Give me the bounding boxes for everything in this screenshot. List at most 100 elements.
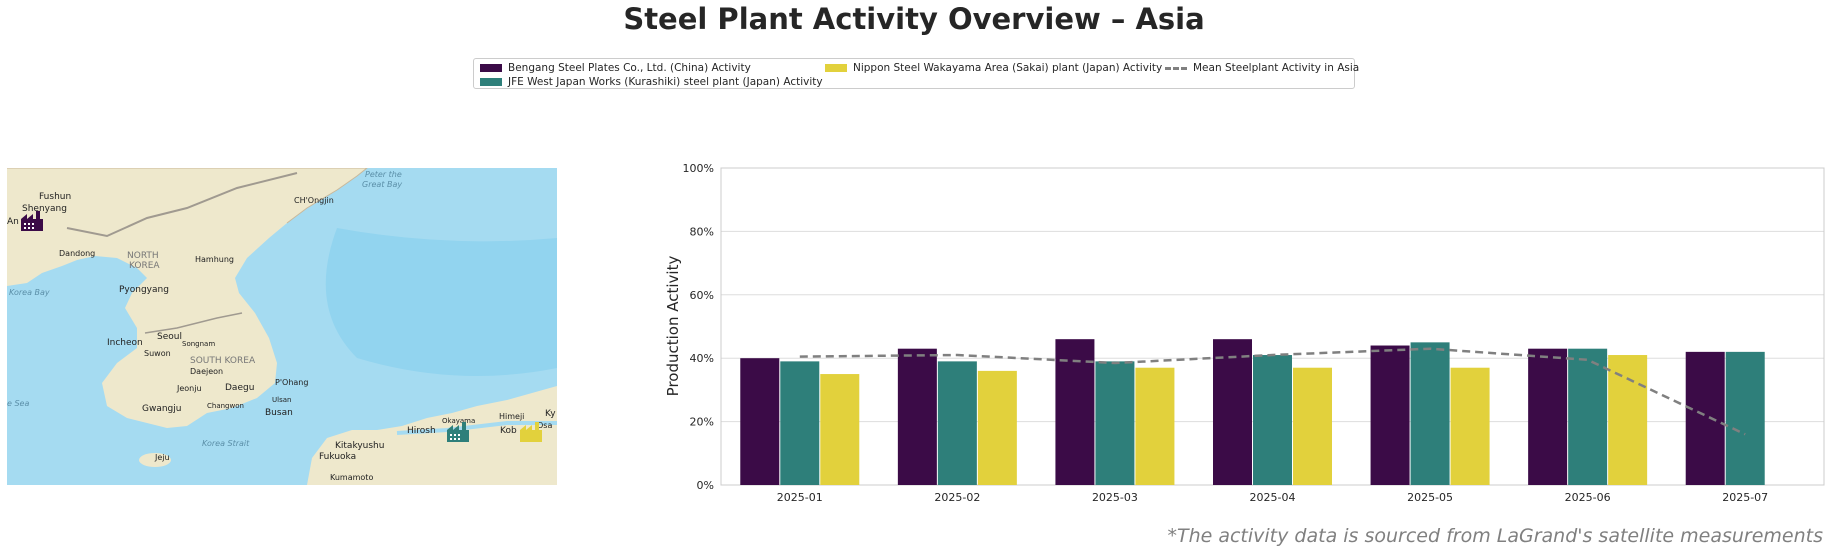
bar[interactable]	[1213, 339, 1252, 485]
x-tick-label: 2025-06	[1565, 491, 1611, 504]
y-tick-label: 100%	[683, 162, 714, 175]
map-border-china-nk	[66, 172, 298, 238]
legend-swatch-jfe	[480, 78, 502, 86]
map-label-seoul: Seoul	[157, 332, 182, 342]
y-tick-label: 0%	[697, 479, 714, 492]
bar[interactable]	[1725, 351, 1765, 485]
legend-label-mean: Mean Steelplant Activity in Asia	[1193, 62, 1360, 74]
map-label-himeji: Himeji	[499, 412, 524, 421]
bar[interactable]	[1528, 348, 1568, 485]
x-tick-label: 2025-01	[777, 491, 823, 504]
bar[interactable]	[897, 348, 937, 485]
legend-item-bengang: Bengang Steel Plates Co., Ltd. (China) A…	[480, 62, 751, 74]
map-label-chongjin: CH'Ongjin	[294, 196, 334, 205]
map-japan	[307, 386, 557, 485]
y-tick-label: 40%	[690, 352, 714, 365]
bar[interactable]	[1410, 342, 1450, 485]
map-label-incheon: Incheon	[107, 338, 143, 348]
map-jeju-island	[139, 453, 171, 467]
factory-icon-nippon[interactable]	[520, 422, 542, 442]
map-label-okayama: Okayama	[442, 417, 475, 425]
map-coastline	[7, 168, 368, 224]
legend-item-jfe: JFE West Japan Works (Kurashiki) steel p…	[480, 76, 823, 88]
map-panel: Fushun Shenyang An Dandong NORTH KOREA H…	[7, 168, 557, 485]
bar[interactable]	[1293, 367, 1332, 485]
map-inland-sea	[396, 421, 557, 435]
mean-activity-line	[799, 347, 1746, 436]
map-label-hamhung: Hamhung	[195, 255, 234, 264]
map-label-fushun: Fushun	[39, 192, 71, 202]
map-label-north-korea: KOREA	[129, 261, 160, 271]
map-border-dmz	[144, 312, 243, 334]
map-label-ky: Ky	[545, 409, 556, 419]
bar[interactable]	[1055, 339, 1095, 485]
map-label-pohang: P'Ohang	[275, 378, 308, 387]
map-label-north: NORTH	[127, 251, 159, 261]
map-label-great-bay: Great Bay	[362, 180, 402, 189]
map-label-jeju: Jeju	[154, 453, 170, 462]
y-tick-label: 80%	[690, 225, 714, 238]
bar[interactable]	[1135, 367, 1175, 485]
bar[interactable]	[1568, 348, 1608, 485]
map-label-kobe: Kob	[500, 426, 517, 436]
map-svg: Fushun Shenyang An Dandong NORTH KOREA H…	[7, 168, 557, 485]
legend-item-mean: Mean Steelplant Activity in Asia	[1165, 62, 1359, 74]
bar[interactable]	[1253, 355, 1292, 485]
map-label-daejeon: Daejeon	[190, 367, 223, 376]
x-tick-label: 2025-04	[1250, 491, 1296, 504]
x-tick-label: 2025-02	[934, 491, 980, 504]
map-label-korea-bay: Korea Bay	[9, 288, 50, 297]
map-label-pyongyang: Pyongyang	[119, 285, 169, 295]
y-axis-label: Production Activity	[664, 256, 682, 397]
map-label-shenyang: Shenyang	[22, 204, 67, 214]
map-label-ulsan: Ulsan	[272, 396, 291, 404]
bar[interactable]	[740, 358, 780, 485]
map-label-jeonju: Jeonju	[176, 384, 202, 393]
legend: Bengang Steel Plates Co., Ltd. (China) A…	[473, 58, 1359, 89]
map-label-changwon: Changwon	[207, 402, 244, 410]
y-tick-labels: 0% 20% 40% 60% 80% 100%	[683, 162, 714, 492]
map-deep-water	[325, 228, 557, 376]
map-label-south-korea: SOUTH KOREA	[190, 356, 256, 366]
map-label-busan: Busan	[265, 408, 293, 418]
footnote: *The activity data is sourced from LaGra…	[1167, 525, 1823, 547]
bar[interactable]	[1095, 361, 1135, 485]
x-tick-labels: 2025-01 2025-02 2025-03 2025-04 2025-05 2025-…	[777, 491, 1768, 504]
legend-item-nippon: Nippon Steel Wakayama Area (Sakai) plant…	[825, 62, 1162, 74]
legend-label-jfe: JFE West Japan Works (Kurashiki) steel p…	[508, 76, 823, 88]
map-label-kumamoto: Kumamoto	[330, 473, 373, 482]
map-label-suwon: Suwon	[144, 349, 171, 358]
chart-title: Steel Plant Activity Overview – Asia	[623, 2, 1205, 36]
y-tick-label: 60%	[690, 289, 714, 302]
y-tick-label: 20%	[690, 416, 714, 429]
factory-icon-bengang[interactable]	[21, 211, 43, 231]
bar[interactable]	[937, 361, 977, 485]
map-label-an: An	[7, 217, 19, 227]
bar[interactable]	[1685, 351, 1725, 485]
legend-swatch-nippon	[825, 64, 847, 72]
map-label-fukuoka: Fukuoka	[319, 452, 356, 462]
bar[interactable]	[977, 370, 1017, 485]
x-tick-label: 2025-07	[1722, 491, 1768, 504]
map-label-osaka: Osa	[537, 421, 552, 430]
bar[interactable]	[1450, 367, 1490, 485]
map-label-songnam: Songnam	[182, 340, 215, 348]
bar[interactable]	[780, 361, 820, 485]
legend-swatch-mean	[1165, 66, 1187, 70]
map-label-sea: e Sea	[7, 399, 29, 408]
map-label-dandong: Dandong	[59, 249, 95, 258]
bar[interactable]	[1370, 345, 1410, 485]
map-label-daegu: Daegu	[225, 383, 254, 393]
legend-label-bengang: Bengang Steel Plates Co., Ltd. (China) A…	[508, 62, 751, 74]
bar[interactable]	[1608, 355, 1648, 485]
map-label-peter: Peter the	[365, 170, 402, 179]
legend-label-nippon: Nippon Steel Wakayama Area (Sakai) plant…	[853, 62, 1163, 74]
map-label-hiroshima: Hirosh	[407, 426, 436, 436]
map-label-korea-strait: Korea Strait	[202, 439, 250, 448]
map-label-kitakyushu: Kitakyushu	[335, 441, 384, 451]
legend-swatch-bengang	[480, 64, 502, 72]
factory-icon-jfe[interactable]	[447, 422, 469, 442]
x-tick-label: 2025-03	[1092, 491, 1138, 504]
bar[interactable]	[820, 374, 860, 485]
